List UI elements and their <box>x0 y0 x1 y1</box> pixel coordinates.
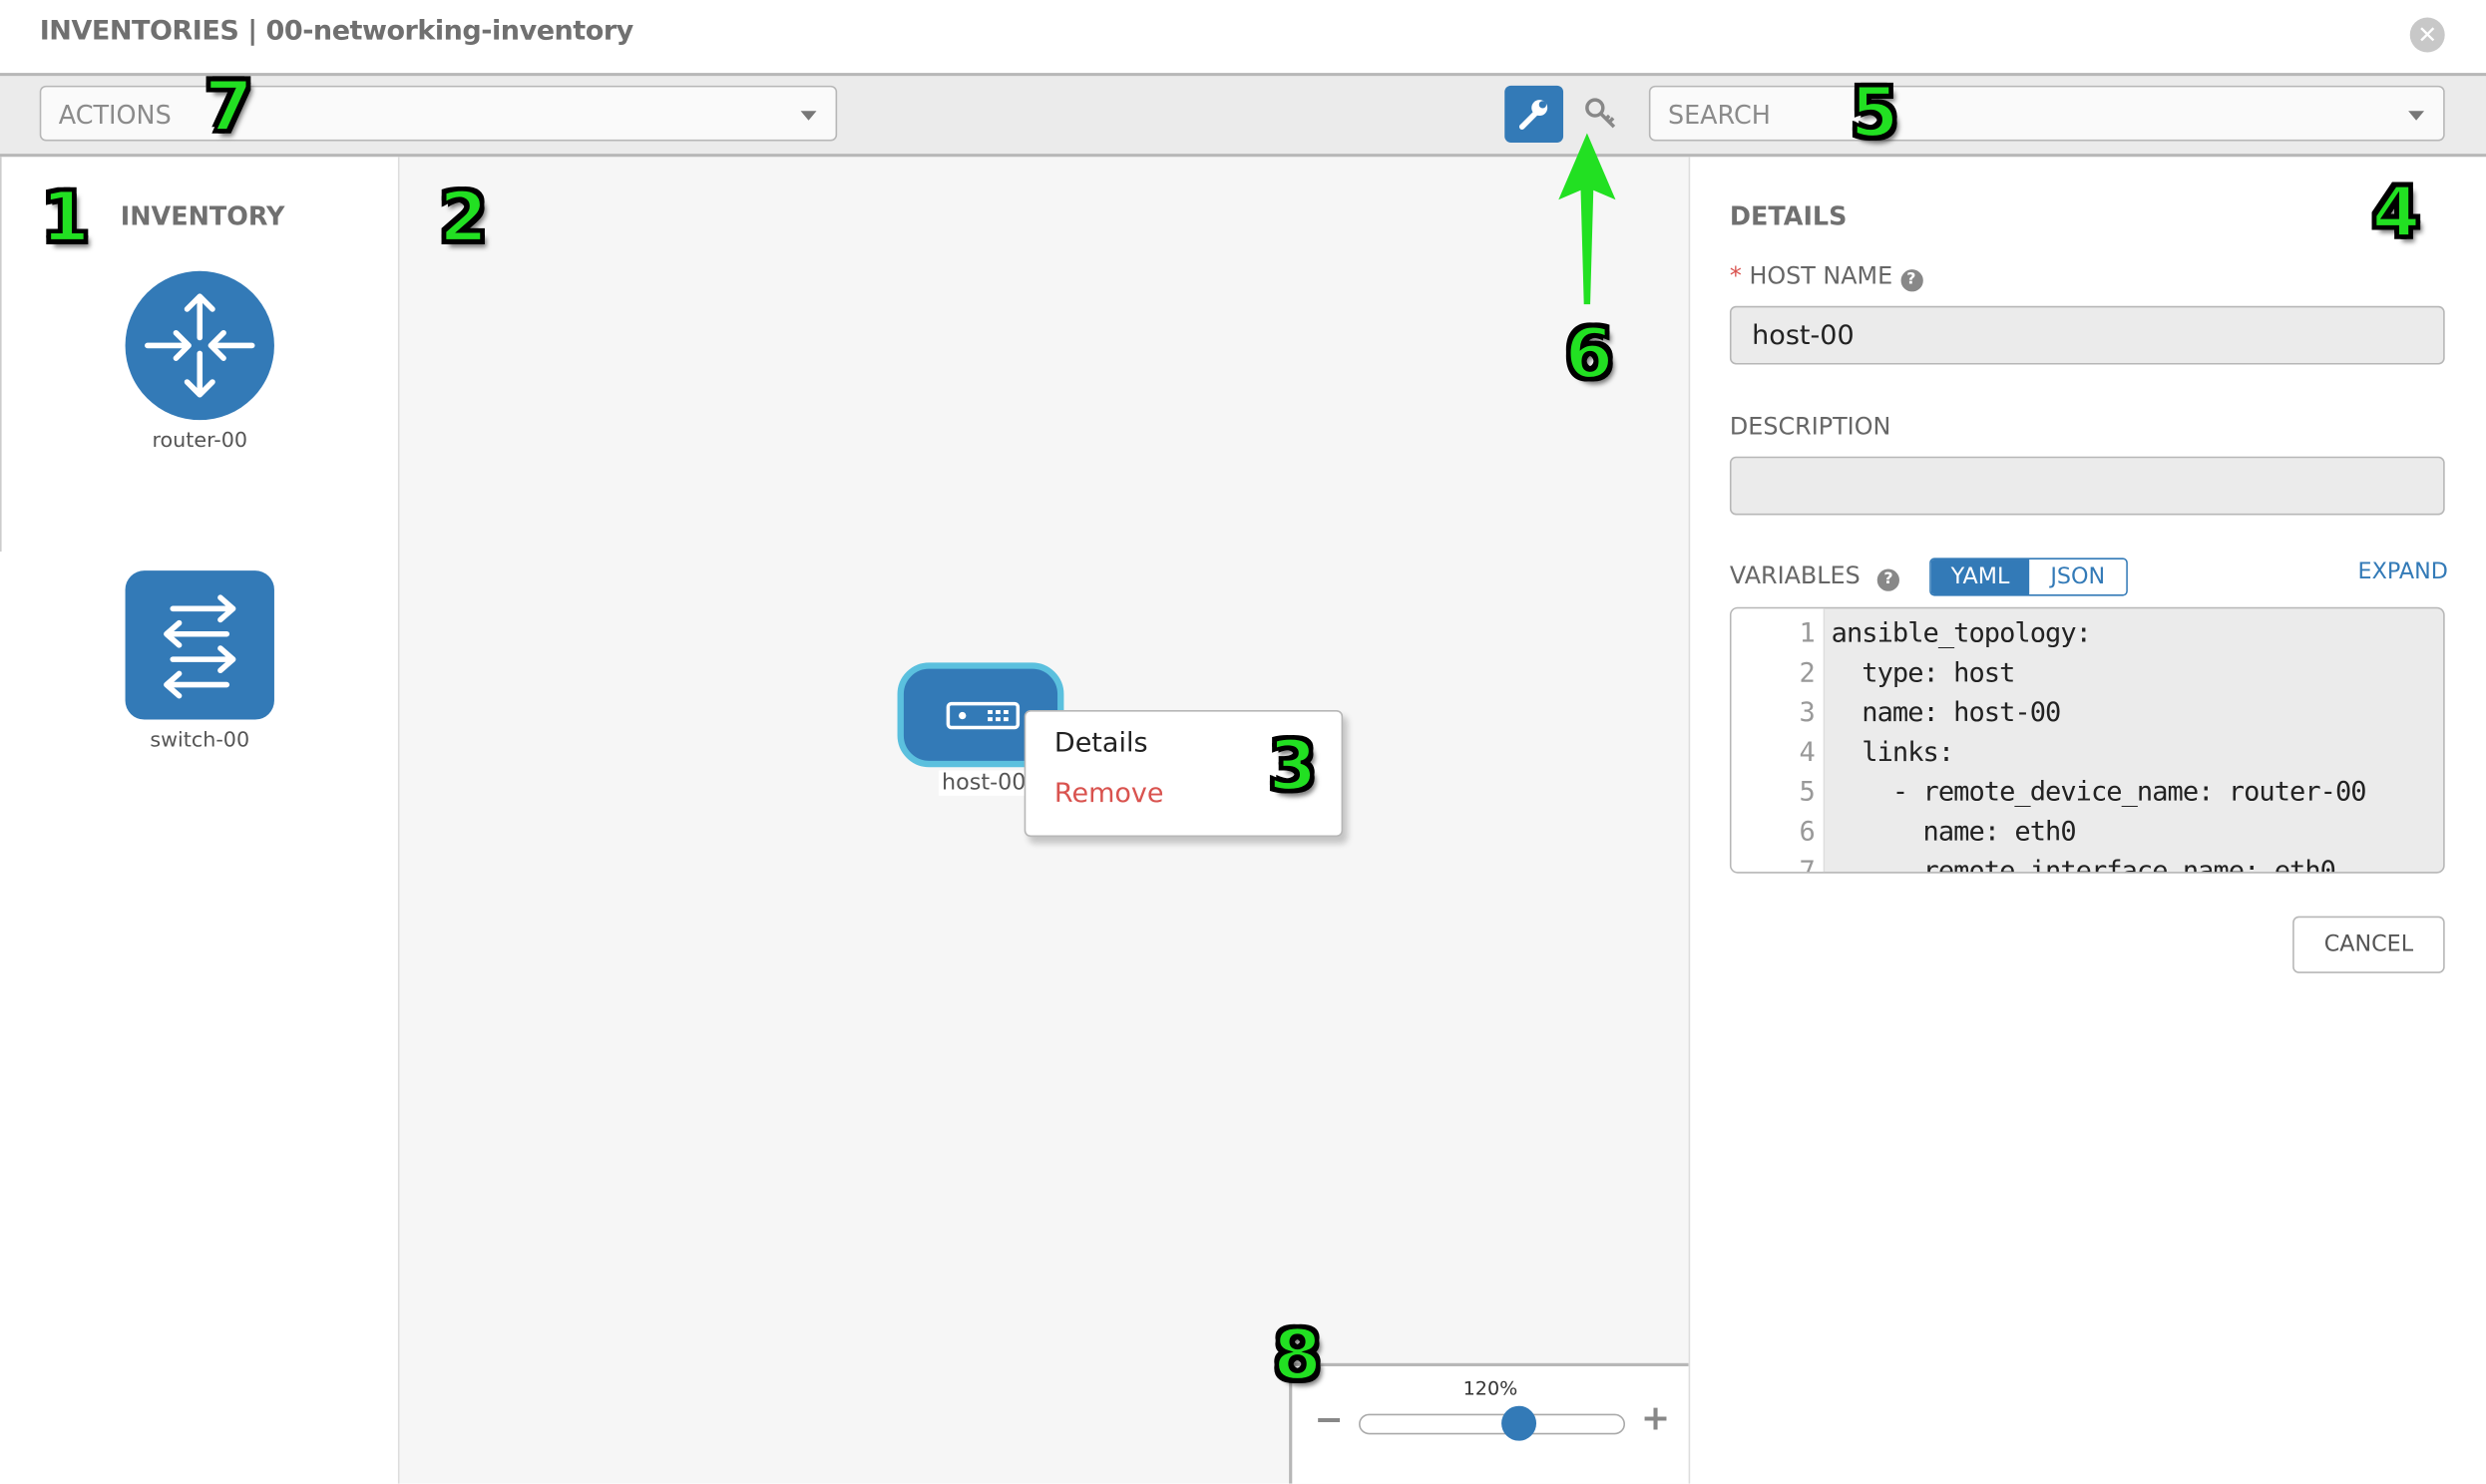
host-name-input[interactable]: host-00 <box>1729 305 2445 365</box>
line-number: 3 <box>1799 697 1816 730</box>
zoom-out-button[interactable]: − <box>1314 1400 1344 1441</box>
header: INVENTORIES | 00-networking-inventory ✕ <box>0 0 2486 77</box>
search-dropdown[interactable]: SEARCH <box>1648 85 2445 142</box>
code-line: remote_interface_name: eth0 <box>1831 856 2335 874</box>
variables-code-editor[interactable]: 1 ansible_topology: 2 type: host 3 name: ho… <box>1729 606 2445 874</box>
zoom-in-button[interactable]: + <box>1640 1399 1671 1440</box>
router-label: router-00 <box>152 429 248 454</box>
zoom-control: 120% − + <box>1289 1362 1689 1484</box>
actions-dropdown[interactable]: ACTIONS <box>39 85 838 142</box>
code-line: type: host <box>1831 657 2015 690</box>
chevron-down-icon <box>800 111 817 121</box>
context-menu: Details Remove <box>1024 710 1344 838</box>
code-line: ansible_topology: <box>1831 617 2092 650</box>
code-line: name: host-00 <box>1831 697 2061 730</box>
key-button[interactable] <box>1582 95 1620 133</box>
router-device[interactable] <box>125 270 274 421</box>
annotation-1: 1 <box>40 178 92 259</box>
line-number: 5 <box>1799 776 1816 809</box>
host-label: host-00 <box>938 770 1030 796</box>
switch-label: switch-00 <box>150 729 250 753</box>
toolbar: ACTIONS SEARCH <box>0 76 2486 158</box>
search-label: SEARCH <box>1667 100 1771 131</box>
divider <box>0 157 2 553</box>
menu-item-remove[interactable]: Remove <box>1053 778 1164 811</box>
annotation-arrow-icon <box>1558 133 1616 305</box>
annotation-7: 7 <box>203 66 254 148</box>
required-mark: * <box>1729 261 1742 290</box>
line-number: 6 <box>1799 816 1816 849</box>
description-input[interactable] <box>1729 456 2445 516</box>
description-label: DESCRIPTION <box>1729 412 1891 441</box>
annotation-2: 2 <box>438 178 490 259</box>
page-title: INVENTORIES | 00-networking-inventory <box>39 15 634 48</box>
annotation-8: 8 <box>1272 1315 1324 1397</box>
annotation-5: 5 <box>1849 73 1900 155</box>
code-line: name: eth0 <box>1831 816 2076 849</box>
actions-label: ACTIONS <box>58 100 172 131</box>
format-toggle: YAML JSON <box>1929 557 2128 596</box>
cancel-button[interactable]: CANCEL <box>2292 916 2445 973</box>
line-number-gutter <box>1731 608 1826 873</box>
menu-item-details[interactable]: Details <box>1053 727 1148 760</box>
annotation-6: 6 <box>1563 313 1615 395</box>
host-name-label: * HOST NAME ? <box>1729 261 1923 292</box>
line-number: 4 <box>1799 737 1816 769</box>
code-line: links: <box>1831 737 1954 769</box>
wrench-button[interactable] <box>1504 85 1564 144</box>
json-toggle[interactable]: JSON <box>2029 559 2127 594</box>
annotation-3: 3 <box>1267 725 1319 807</box>
expand-link[interactable]: EXPAND <box>2357 559 2448 585</box>
help-icon[interactable]: ? <box>1876 568 1900 591</box>
details-title: DETAILS <box>1729 200 1848 232</box>
switch-icon <box>164 594 236 699</box>
host-icon <box>946 701 1021 730</box>
inventory-title: INVENTORY <box>120 200 285 232</box>
zoom-slider-thumb[interactable] <box>1500 1405 1536 1441</box>
inventory-panel: INVENTORY router-00 switch-00 <box>0 157 400 1484</box>
wrench-icon <box>1518 100 1548 130</box>
zoom-level: 120% <box>1462 1377 1518 1400</box>
help-icon[interactable]: ? <box>1899 269 1923 292</box>
yaml-toggle[interactable]: YAML <box>1930 559 2030 594</box>
variables-label: VARIABLES ? <box>1729 560 1900 591</box>
host-name-value: host-00 <box>1752 320 1855 352</box>
switch-device[interactable] <box>125 570 274 720</box>
line-number: 1 <box>1799 617 1816 650</box>
line-number: 2 <box>1799 657 1816 690</box>
host-name-label-text: HOST NAME <box>1749 261 1893 290</box>
annotation-4: 4 <box>2370 173 2422 254</box>
variables-label-text: VARIABLES <box>1729 560 1861 590</box>
line-number: 7 <box>1799 856 1816 874</box>
key-icon <box>1585 98 1616 129</box>
close-icon[interactable]: ✕ <box>2409 17 2445 53</box>
zoom-slider[interactable] <box>1359 1405 1626 1441</box>
chevron-down-icon <box>2408 111 2425 121</box>
code-line: - remote_device_name: router-00 <box>1831 776 2367 809</box>
router-icon <box>145 293 255 398</box>
